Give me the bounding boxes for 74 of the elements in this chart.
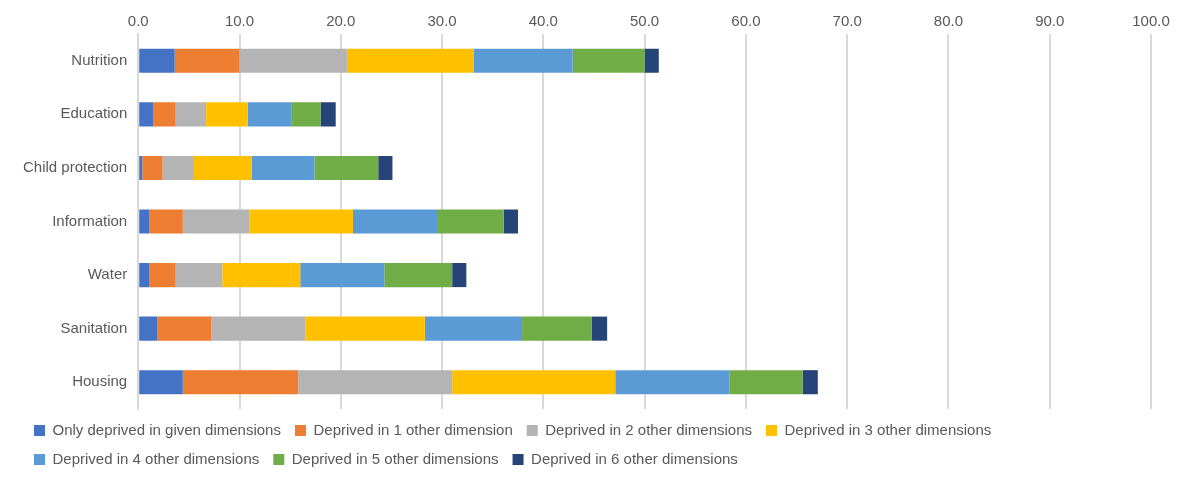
legend-label: Deprived in 5 other dimensions [291,449,499,467]
y-tick-label: Water [87,265,128,283]
bar [320,102,336,127]
x-tick-label: 70.0 [832,12,862,30]
bar [644,48,659,73]
legend-label: Deprived in 3 other dimensions [784,420,992,438]
bar [175,263,223,288]
bar [206,102,248,127]
legend-label: Deprived in 6 other dimensions [531,449,738,467]
x-tick-label: 0.0 [127,12,149,30]
bar [139,48,175,73]
bar [162,155,194,180]
x-tick-label: 40.0 [528,12,558,30]
bar [298,370,453,395]
bar [378,155,393,180]
bar [591,316,608,341]
bar [247,102,292,127]
bar [452,263,467,288]
bar [251,155,315,180]
bar [249,209,353,234]
legend-label: Deprived in 4 other dimensions [52,449,260,467]
legend-label: Deprived in 2 other dimensions [545,420,753,438]
bar [157,316,212,341]
bar [139,209,150,234]
bar [149,209,183,234]
x-tick-label: 60.0 [731,12,761,30]
bar [139,316,158,341]
bar [615,370,730,395]
bar [193,155,252,180]
bar [503,209,519,234]
bar [729,370,803,395]
bar [522,316,592,341]
bar [352,209,437,234]
bar [153,102,176,127]
y-tick-label: Sanitation [60,318,128,336]
y-tick-label: Housing [72,372,128,390]
bar [436,209,504,234]
bar [346,48,474,73]
bar [142,155,163,180]
bar [239,48,347,73]
x-tick-label: 100.0 [1132,12,1170,30]
x-tick-label: 30.0 [427,12,457,30]
bar [291,102,321,127]
bar [139,263,150,288]
bar [572,48,645,73]
y-tick-label: Nutrition [71,50,128,68]
bar [452,370,616,395]
bar [149,263,176,288]
bar [473,48,573,73]
bar [182,209,250,234]
bar [300,263,385,288]
bar [174,48,240,73]
bar [211,316,306,341]
bar [424,316,523,341]
x-tick-label: 10.0 [224,12,255,30]
y-tick-label: Education [60,104,128,122]
bar [182,370,299,395]
bar [802,370,818,395]
x-tick-label: 50.0 [630,12,660,30]
bar [384,263,453,288]
bar [305,316,425,341]
bar [222,263,301,288]
x-tick-label: 90.0 [1035,12,1065,30]
legend-label: Deprived in 1 other dimension [313,420,513,438]
bar [175,102,207,127]
y-tick-label: Child protection [22,158,128,176]
bar [139,155,143,180]
legend-label: Only deprived in given dimensions [52,420,281,438]
x-tick-label: 80.0 [933,12,964,30]
y-tick-label: Information [52,211,128,229]
bar [139,102,154,127]
bar [314,155,379,180]
x-tick-label: 20.0 [326,12,356,30]
bar [139,370,183,395]
